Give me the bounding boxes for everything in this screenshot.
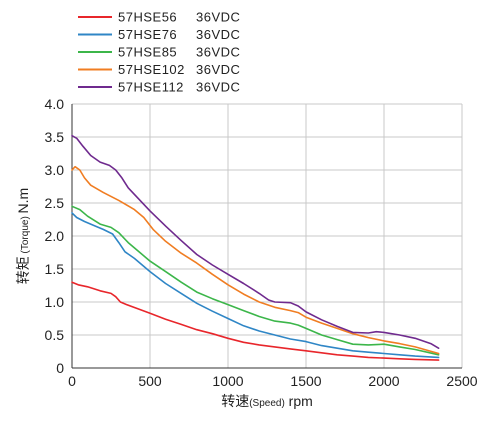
y-tick-label: 1.0: [45, 294, 65, 310]
series-line-57hse76: [71, 212, 440, 359]
series-line-57hse85: [71, 205, 440, 356]
y-tick-label: 2.0: [45, 228, 65, 244]
legend-label: 57HSE76: [118, 27, 177, 42]
y-axis-title-paren: (Torque): [20, 213, 31, 256]
y-tick-label: 0: [56, 360, 64, 376]
y-axis-title-main: 转矩: [15, 256, 31, 284]
legend-label: 57HSE85: [118, 45, 177, 60]
y-tick-label: 4.0: [45, 96, 65, 112]
legend-voltage: 36VDC: [196, 45, 240, 60]
x-tick-label: 2500: [446, 373, 477, 389]
legend-voltage: 36VDC: [196, 80, 240, 95]
legend-voltage: 36VDC: [196, 62, 240, 77]
series-line-57hse112: [71, 134, 440, 349]
y-tick-label: 3.0: [45, 162, 65, 178]
x-tick-label: 0: [68, 373, 76, 389]
legend-label: 57HSE112: [118, 80, 184, 95]
x-axis-title-main: 转速: [221, 393, 249, 409]
legend-label: 57HSE102: [118, 62, 185, 77]
y-axis-title-unit: N.m: [15, 188, 31, 214]
x-axis-title: 转速(Speed) rpm: [221, 393, 313, 409]
legend-voltage: 36VDC: [196, 27, 240, 42]
y-axis-title: 转矩 (Torque) N.m: [15, 188, 31, 284]
y-tick-label: 1.5: [45, 261, 65, 277]
y-tick-label: 0.5: [45, 327, 65, 343]
x-tick-label: 2000: [368, 373, 399, 389]
x-tick-label: 1500: [290, 373, 321, 389]
legend-label: 57HSE56: [118, 10, 177, 25]
series-line-57hse102: [71, 165, 440, 355]
y-tick-label: 3.5: [45, 129, 65, 145]
x-tick-label: 500: [138, 373, 162, 389]
x-tick-label: 1000: [212, 373, 243, 389]
x-axis-title-unit: rpm: [285, 393, 313, 409]
legend-voltage: 36VDC: [196, 10, 240, 25]
y-tick-label: 2.5: [45, 195, 65, 211]
series-line-57hse56: [71, 281, 440, 361]
x-axis-title-paren: (Speed): [249, 398, 285, 409]
